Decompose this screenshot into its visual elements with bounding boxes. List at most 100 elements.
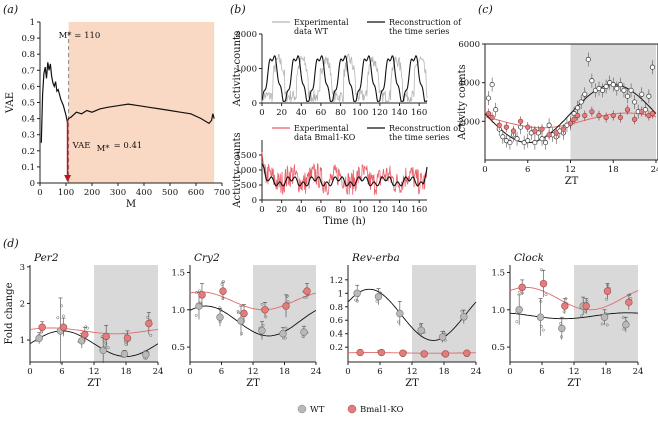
panel-b-ko-timeseries: 0 20 40 60 80 100 120 140 160 0 500 1000 1500Activit… xyxy=(232,124,462,227)
x-tick-label: 160 xyxy=(411,108,427,118)
ko-point xyxy=(496,122,502,128)
wt-fit-line xyxy=(347,288,477,341)
ko-point xyxy=(510,128,517,134)
x-tick-label: 12 xyxy=(569,367,580,377)
replicate-dot xyxy=(284,326,288,330)
wt-point xyxy=(536,313,545,321)
x-tick-label: 0 xyxy=(482,165,487,175)
y-tick-label: 2 xyxy=(20,299,25,309)
ko-point xyxy=(38,323,46,331)
x-tick-label: 6 xyxy=(377,367,382,377)
ko-point xyxy=(539,279,548,288)
gene-title: Rev-erba xyxy=(351,252,400,264)
ko-point xyxy=(625,298,633,307)
x-tick-label: 18 xyxy=(121,367,132,377)
vae-annotation-subscript: M* xyxy=(97,144,111,154)
replicate-dot xyxy=(124,343,128,346)
x-tick-label: 100 xyxy=(352,205,368,215)
y-tick-label: 0 xyxy=(252,99,257,109)
x-tick-label: 20 xyxy=(276,108,287,118)
x-tick-label: 160 xyxy=(411,205,427,215)
ko-point xyxy=(582,112,588,119)
x-tick-label: 100 xyxy=(352,108,368,118)
wt-point xyxy=(546,122,552,128)
wt-point xyxy=(438,333,447,341)
gene-panel-clock: 0 6 12 18 24 0.5 1.0 1.5 Clock ZT xyxy=(491,252,643,389)
gene-title: Cry2 xyxy=(194,252,220,264)
panel-letter-c: (c) xyxy=(478,3,493,16)
x-tick-label: 0 xyxy=(187,367,192,377)
x-tick-label: 140 xyxy=(391,205,407,215)
replicate-dot xyxy=(149,333,153,337)
x-axis-label: ZT xyxy=(246,378,260,389)
x-tick-label: 0 xyxy=(259,205,264,215)
replicate-dot xyxy=(39,330,43,334)
x-tick-label: 120 xyxy=(372,108,388,118)
wt-fit-line xyxy=(29,330,159,357)
ko-point xyxy=(198,291,206,299)
replicate-dot xyxy=(584,310,588,314)
ko-point xyxy=(518,118,524,124)
ko-point xyxy=(59,323,68,331)
y-tick-label: 1500 xyxy=(235,151,257,161)
legend-wt-label: WT xyxy=(310,405,325,415)
legend-label: Experimental xyxy=(294,18,349,27)
ko-fit-line xyxy=(509,286,639,311)
ko-point xyxy=(561,302,569,310)
x-tick-label: 0 xyxy=(507,367,512,377)
legend-wt-marker xyxy=(297,404,307,414)
y-tick-label: 0 xyxy=(30,179,35,189)
y-tick-label: 0.4 xyxy=(21,115,35,125)
y-tick-label: 0 xyxy=(252,196,257,206)
replicate-dot xyxy=(580,314,583,318)
gene-panel-cry2: 0 6 12 18 24 0.5 1.0 1.5 Cry2 ZT xyxy=(171,252,321,389)
ko-point xyxy=(123,334,132,342)
vae-arrow-head xyxy=(64,175,72,182)
replicate-dot xyxy=(605,297,609,301)
replicate-dot xyxy=(559,322,562,325)
ko-point xyxy=(503,124,509,130)
wt-point xyxy=(621,87,627,93)
x-tick-label: 300 xyxy=(110,188,126,198)
y-tick-label: 0.4 xyxy=(329,330,343,340)
wt-fit-line xyxy=(189,305,317,337)
replicate-dot xyxy=(442,330,446,334)
y-tick-label: 1.0 xyxy=(171,306,185,316)
wt-point xyxy=(614,85,620,92)
replicate-dot xyxy=(219,309,223,313)
y-axis-label: Activity counts xyxy=(232,31,243,107)
ko-point xyxy=(303,287,311,295)
ko-fit-line xyxy=(348,352,477,354)
wt-point xyxy=(532,140,538,146)
wt-point xyxy=(628,87,634,93)
replicate-dot xyxy=(236,309,240,313)
y-tick-label: 3 xyxy=(20,263,25,273)
x-tick-label: 40 xyxy=(296,205,307,215)
wt-point xyxy=(639,91,645,97)
replicate-dot xyxy=(564,297,568,301)
wt-point xyxy=(543,140,549,146)
ko-point xyxy=(603,287,612,295)
panel-letter-b: (b) xyxy=(230,3,246,16)
reconstruction-line xyxy=(261,55,428,102)
legend-label-line2: data WT xyxy=(294,27,329,36)
wt-point xyxy=(622,320,630,329)
x-tick-label: 0 xyxy=(259,108,264,118)
y-tick-label: 1.5 xyxy=(171,268,185,278)
replicate-dot xyxy=(605,323,609,327)
ko-point xyxy=(463,349,471,357)
legend-label: Reconstruction of xyxy=(389,124,462,133)
x-tick-label: 700 xyxy=(214,188,230,198)
y-tick-label: 1 xyxy=(30,18,35,28)
ko-point xyxy=(399,349,407,357)
ko-point xyxy=(596,112,602,119)
y-tick-label: 1.5 xyxy=(491,268,505,278)
replicate-dot xyxy=(60,304,64,308)
y-tick-label: 0.3 xyxy=(21,131,35,141)
replicate-dot xyxy=(61,314,65,318)
y-tick-label: 0.8 xyxy=(21,50,35,60)
reconstruction-line xyxy=(261,163,428,187)
ko-point xyxy=(610,112,616,119)
